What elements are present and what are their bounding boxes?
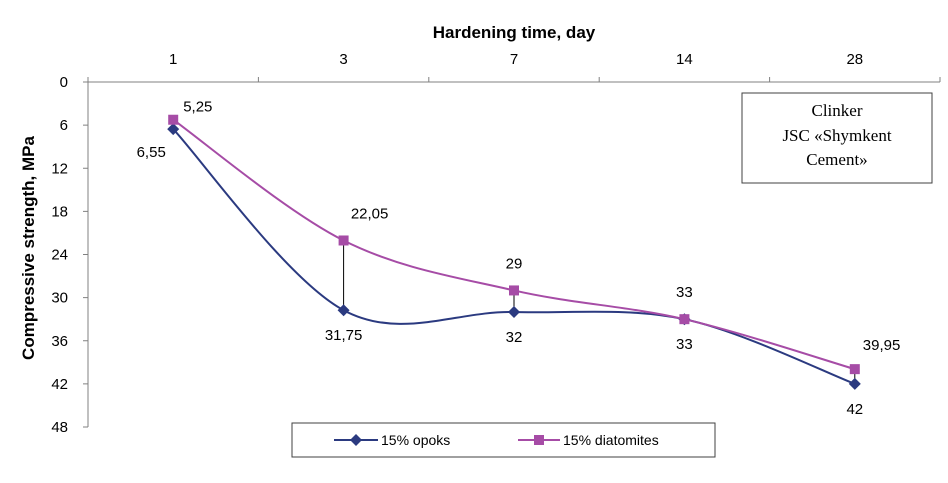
y-tick-label: 42 (51, 376, 68, 393)
data-labels: 6,55 31,75 32 33 42 5,25 22,05 29 33 39,95 (137, 99, 901, 418)
y-tick-label: 48 (51, 419, 68, 436)
legend-label-opoks: 15% opoks (381, 432, 450, 448)
series-marker-square (679, 314, 690, 325)
y-tick-label: 6 (60, 117, 68, 134)
legend-marker-diatomites (534, 435, 544, 445)
data-label-opoks: 31,75 (325, 327, 363, 344)
y-tick-label: 18 (51, 203, 68, 220)
legend: 15% opoks 15% diatomites (291, 422, 716, 458)
y-tick-label: 30 (51, 290, 68, 307)
x-tick-label: 14 (676, 51, 693, 68)
annotation-box: Clinker JSC «Shymkent Cement» (741, 92, 933, 184)
data-label-opoks: 32 (506, 329, 523, 346)
annotation-line-3: Cement» (806, 150, 867, 169)
series-marker-square (849, 364, 860, 375)
data-label-diatomites: 29 (506, 255, 523, 272)
series-marker-diamond (167, 123, 180, 136)
x-axis-title: Hardening time, day (433, 23, 596, 42)
y-tick-label: 12 (51, 160, 68, 177)
y-axis-title: Compressive strength, MPa (19, 136, 38, 360)
series-marker-diamond (508, 306, 520, 318)
series-marker-square (168, 114, 179, 125)
series-marker-diamond (848, 377, 861, 390)
x-tick-label: 3 (339, 51, 347, 68)
annotation-line-1: Clinker (812, 101, 863, 120)
y-tick-labels: 0 6 12 18 24 30 36 42 48 (51, 74, 68, 436)
data-label-diatomites: 5,25 (183, 99, 212, 116)
series-marker-square (338, 235, 349, 246)
x-tick-label: 28 (846, 51, 863, 68)
y-tick-label: 0 (60, 74, 68, 91)
data-label-opoks: 6,55 (137, 144, 166, 161)
axes (83, 77, 941, 428)
x-tick-label: 1 (169, 51, 177, 68)
y-tick-label: 36 (51, 333, 68, 350)
x-tick-labels: 1 3 7 14 28 (169, 51, 863, 68)
data-label-diatomites: 39,95 (863, 337, 901, 354)
series-marker-square (509, 285, 519, 296)
legend-marker-opoks (350, 434, 362, 446)
annotation-line-2: JSC «Shymkent (782, 126, 891, 145)
data-label-opoks: 33 (676, 336, 693, 353)
data-label-opoks: 42 (846, 401, 863, 418)
series-marker-diamond (337, 304, 350, 317)
y-tick-label: 24 (51, 247, 68, 264)
x-tick-label: 7 (510, 51, 518, 68)
data-label-diatomites: 22,05 (351, 205, 389, 222)
series-layer (167, 114, 861, 390)
data-label-diatomites: 33 (676, 284, 693, 301)
legend-label-diatomites: 15% diatomites (563, 432, 659, 448)
